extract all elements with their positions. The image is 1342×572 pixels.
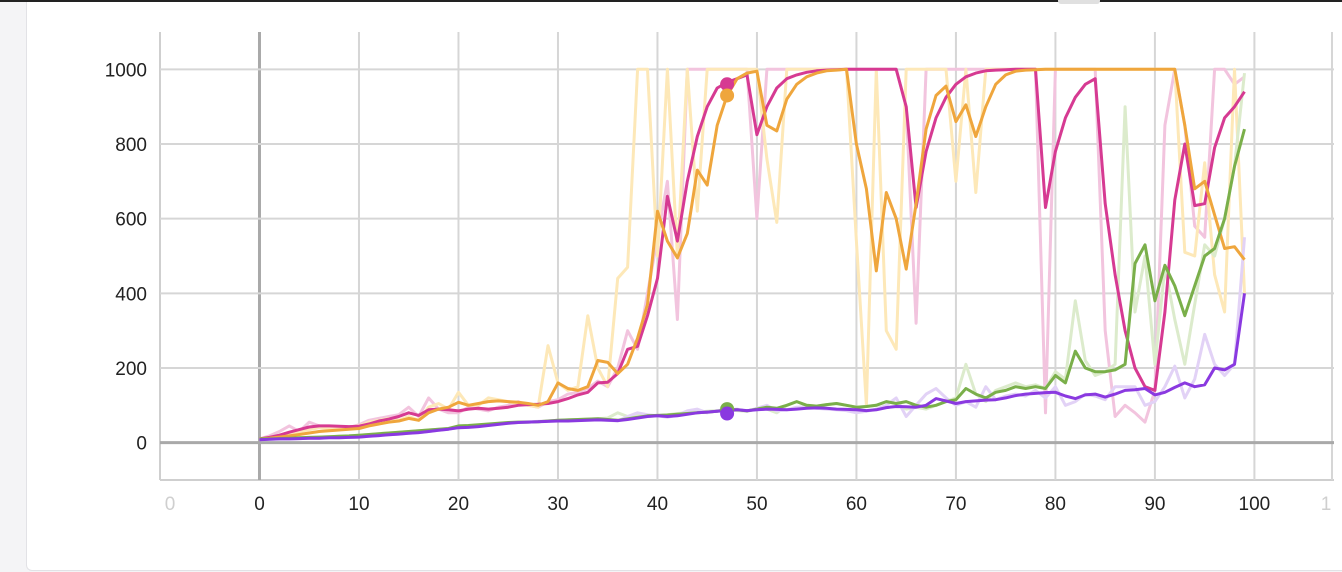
y-axis-ticks: 0 200 400 600 800 1000 <box>105 60 147 454</box>
grid-lines <box>159 32 1334 481</box>
y-tick-label: 200 <box>115 359 147 380</box>
series-2-smoothed-line <box>259 67 1246 441</box>
x-tick-label: 100 <box>1239 494 1271 515</box>
x-tick-label: 20 <box>448 494 469 515</box>
series-1-hover-point[interactable] <box>720 77 735 92</box>
x-axis-ticks: 0 10 20 30 40 50 60 70 80 90 100 0 1 <box>165 494 1332 515</box>
series-2-hover-point[interactable] <box>720 88 735 103</box>
x-tick-label: 40 <box>647 494 668 515</box>
x-tick-label: 30 <box>547 494 568 515</box>
y-tick-label: 1000 <box>105 60 147 81</box>
y-tick-label: 800 <box>115 135 147 156</box>
panel-handle[interactable] <box>1058 0 1100 4</box>
x-tick-label: 10 <box>348 494 369 515</box>
x-tick-label: 80 <box>1045 494 1066 515</box>
x-tick-label: 60 <box>846 494 867 515</box>
series-1-smoothed-line <box>259 67 1246 441</box>
hover-markers <box>720 77 735 421</box>
x-tick-label: 70 <box>945 494 966 515</box>
x-tick-label: 0 <box>254 494 265 515</box>
x-tick-label-faded-left: 0 <box>165 494 176 515</box>
chart-card <box>26 0 1342 571</box>
series-4-hover-point[interactable] <box>720 406 735 421</box>
y-tick-label: 600 <box>115 210 147 231</box>
x-tick-label: 50 <box>746 494 767 515</box>
y-tick-label: 0 <box>136 434 147 455</box>
window-top-border <box>0 0 1342 2</box>
series-1-raw-line <box>259 67 1246 441</box>
x-tick-label-faded-right: 1 <box>1321 494 1332 515</box>
y-tick-label: 400 <box>115 284 147 305</box>
series-layer <box>259 67 1246 442</box>
series-3-smoothed-line <box>259 128 1246 441</box>
series-4-smoothed-line <box>259 293 1246 442</box>
x-tick-label: 90 <box>1144 494 1165 515</box>
